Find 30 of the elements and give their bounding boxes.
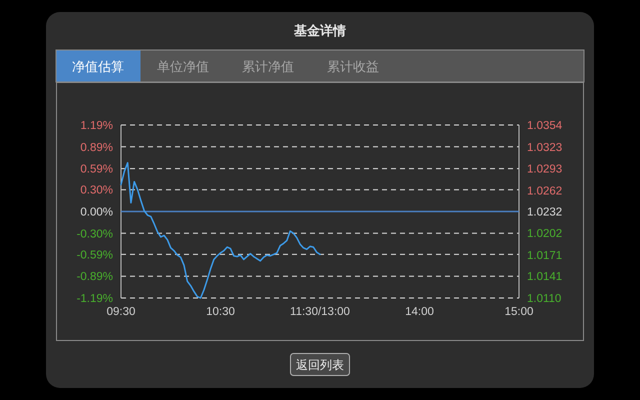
x-tick-label: 09:30 [106, 306, 136, 318]
y2-tick-label: 1.0232 [527, 206, 562, 219]
y2-tick-label: 1.0262 [527, 185, 562, 198]
y-tick-label: -0.59% [76, 249, 113, 262]
y2-tick-label: 1.0293 [527, 163, 562, 176]
y-tick-label: 0.59% [80, 164, 113, 176]
x-tick-label: 11:30/13:00 [290, 306, 350, 318]
text: 净值估算 [72, 59, 124, 74]
x-tick-label: 14:00 [405, 306, 434, 318]
y-tick-label: 0.30% [80, 184, 113, 197]
x-tick-label: 10:30 [206, 306, 235, 318]
chart-title: 基金详情 [293, 23, 346, 38]
y-tick-label: -0.89% [76, 271, 113, 284]
y-tick-label: 0.00% [80, 206, 113, 219]
y2-tick-label: 1.0323 [527, 142, 562, 154]
y-tick-label: -1.19% [76, 293, 113, 306]
x-tick-label: 15:00 [504, 306, 534, 318]
text: 累计收益 [327, 59, 379, 74]
y-tick-label: 1.19% [80, 120, 113, 132]
text: 单位净值 [157, 59, 209, 74]
text: 累计净值 [242, 59, 294, 74]
y2-tick-label: 1.0110 [527, 293, 562, 306]
y2-tick-label: 1.0354 [527, 120, 563, 132]
line-series [120, 162, 321, 299]
y2-tick-label: 1.0141 [527, 271, 562, 284]
y-tick-label: 0.89% [80, 142, 113, 154]
y-tick-label: -0.30% [76, 228, 113, 240]
return-button: 返回列表 [290, 353, 350, 376]
y2-tick-label: 1.0171 [527, 250, 562, 262]
y2-tick-label: 1.0202 [527, 228, 562, 240]
